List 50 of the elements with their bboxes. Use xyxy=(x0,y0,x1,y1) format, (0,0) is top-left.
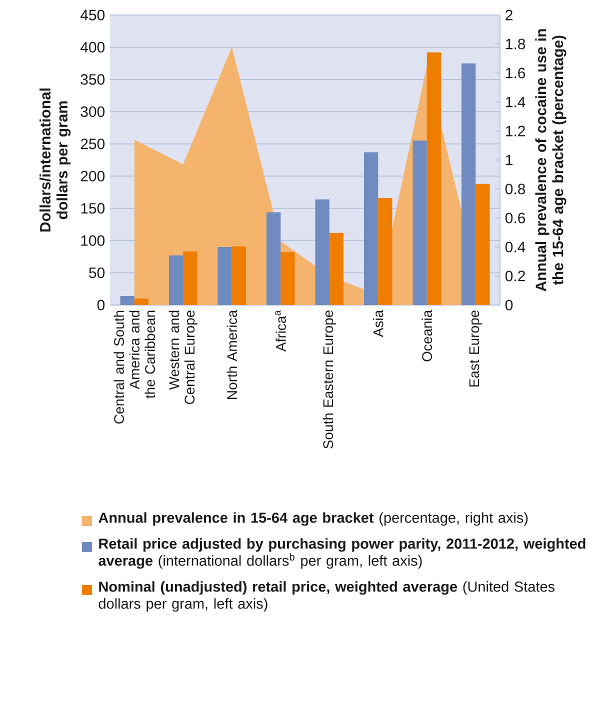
bar xyxy=(329,232,344,306)
x-tick-label: Oceania xyxy=(422,310,432,362)
bar xyxy=(232,246,246,306)
bar xyxy=(218,247,232,306)
y2-tick-label: 1.8 xyxy=(506,38,526,50)
y-tick-label: 0 xyxy=(97,300,105,310)
y-tick-label: 50 xyxy=(89,267,105,278)
y-tick-label: 300 xyxy=(80,106,105,117)
y-tick-label: 350 xyxy=(80,74,105,85)
x-tick-label: Western and Central Europe xyxy=(168,310,198,404)
bar xyxy=(266,212,281,306)
x-tick-label: Africa$^{a}$ xyxy=(275,310,286,352)
y2-tick-label: 0.2 xyxy=(505,270,525,282)
y-tick-label: 200 xyxy=(80,170,105,182)
y2-tick-label: 1.4 xyxy=(506,96,526,108)
y-tick-label: 450 xyxy=(80,10,105,20)
bar xyxy=(426,52,442,306)
y2-tick-label: 0.4 xyxy=(505,242,526,252)
bar xyxy=(364,152,378,306)
legend-label: Annual prevalence in 15-64 age bracket (percentage, right axis) xyxy=(98,512,528,526)
y-tick-label: 150 xyxy=(81,203,105,214)
x-tick-label: South Eastern Europe xyxy=(322,310,336,449)
y-tick-label: 100 xyxy=(81,235,105,246)
x-tick-label: East Europe xyxy=(469,310,482,387)
bar xyxy=(134,298,149,306)
text: Nominal (unadjusted) retail price, weighted average (United States dollars per gram, left axis) xyxy=(98,581,555,612)
bar xyxy=(315,199,330,306)
y2-tick-label: 1.6 xyxy=(506,68,526,78)
x-tick-label: North America xyxy=(226,310,238,399)
y2-tick-label: 1.2 xyxy=(506,126,525,136)
bar xyxy=(378,198,392,306)
y2-tick-label: 0.8 xyxy=(505,184,526,194)
y2-tick-label: 0 xyxy=(505,300,513,310)
bar xyxy=(412,140,427,306)
bar xyxy=(183,252,198,306)
bar xyxy=(168,255,184,306)
legend-label: Retail price adjusted by purchasing power parity, 2011-2012, weighted average (international dollars$^{b}$ per gram, left axis) xyxy=(98,538,586,569)
bar xyxy=(461,63,476,306)
bar xyxy=(280,252,295,306)
y2-axis-title: Annual prevalence of cocaine use in the 15-64 age bracket (percentage) xyxy=(535,29,566,292)
bar xyxy=(120,296,134,306)
y2-tick-label: 1 xyxy=(506,154,512,166)
y2-tick-label: 2 xyxy=(506,10,512,20)
y-tick-label: 250 xyxy=(80,138,105,150)
y-axis-title: Dollars/international dollars per gram xyxy=(40,88,71,232)
x-tick-label: Asia xyxy=(372,310,384,338)
bar xyxy=(476,184,490,306)
y2-tick-label: 0.6 xyxy=(505,212,526,224)
y-tick-label: 400 xyxy=(80,42,105,53)
x-tick-label: Central and South America and the Caribbean xyxy=(114,310,156,424)
